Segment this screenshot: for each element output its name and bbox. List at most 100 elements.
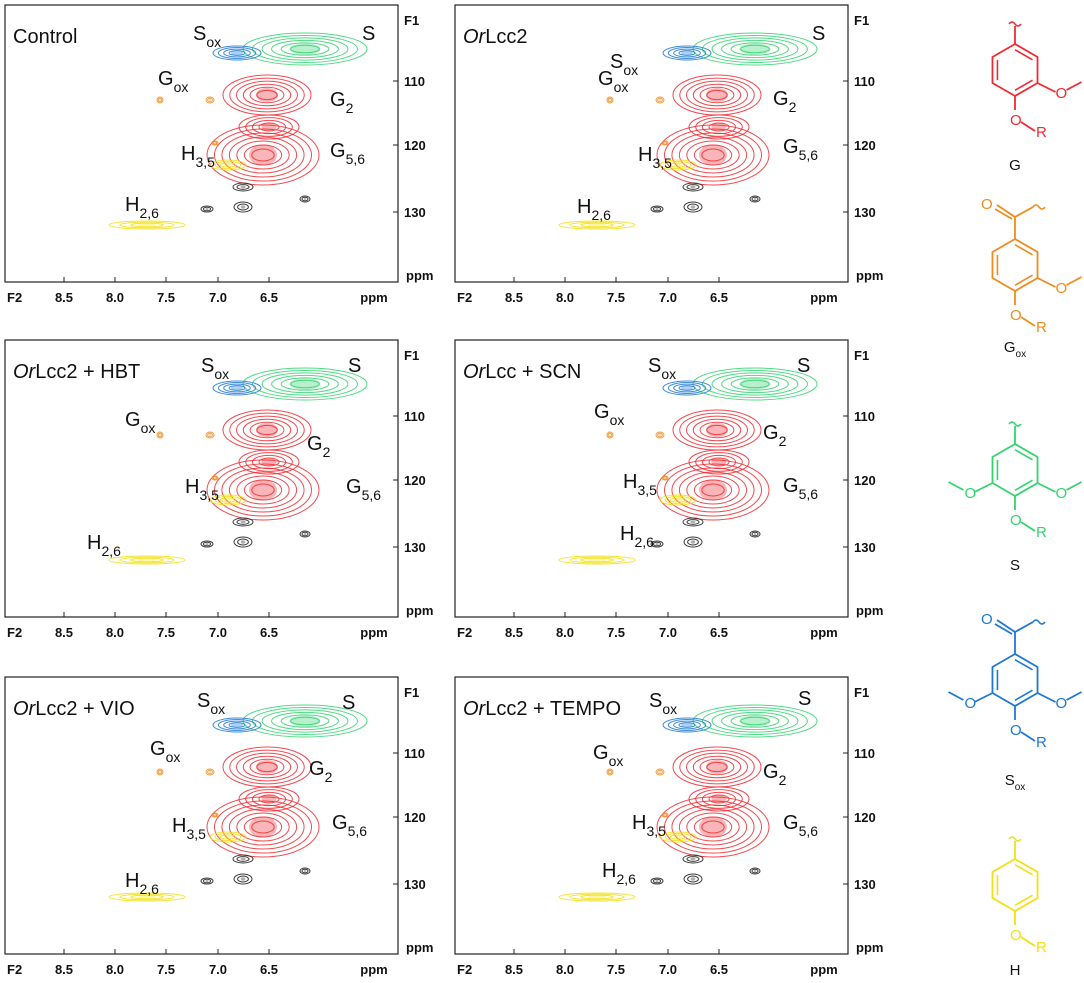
plot-frame xyxy=(4,339,399,618)
contour-H35 xyxy=(659,831,697,843)
wavy-bond xyxy=(1008,421,1022,427)
contour-H26 xyxy=(108,555,186,565)
plot-frame xyxy=(454,339,849,618)
y-tick-label: 110 xyxy=(854,746,875,761)
contour-Gox-2 xyxy=(205,768,215,776)
x-tick-label: 6.5 xyxy=(260,290,278,305)
nmr-panel-4: OrLcc + SCN S Sox Gox G2 G5,6 H3,5 H2,6 F2 8.5 8.0… xyxy=(454,339,883,640)
wavy-bond xyxy=(1032,204,1046,210)
y-tick-label: 110 xyxy=(854,74,875,89)
x-tick-label: 8.0 xyxy=(556,625,574,640)
x-tick-label: 8.0 xyxy=(106,290,124,305)
y-axis: F1 110 120 130 ppm xyxy=(393,13,433,283)
x-tick-label: 7.0 xyxy=(659,290,677,305)
contour-Gox-1 xyxy=(156,431,164,439)
x-tick-label: 7.0 xyxy=(659,625,677,640)
x-tick-label: 7.5 xyxy=(157,962,175,977)
y-unit-label: ppm xyxy=(406,603,433,618)
contour-H35 xyxy=(659,494,697,506)
x-tick-label: 8.0 xyxy=(106,625,124,640)
y-axis: F1 110 120 130 ppm xyxy=(843,13,883,283)
peak-label-g2: G2 xyxy=(773,88,797,115)
x-tick-label: 6.5 xyxy=(260,625,278,640)
x-tick-label: 6.5 xyxy=(710,962,728,977)
methoxy-oxygen: O xyxy=(1056,85,1068,102)
peak-label-g56: G5,6 xyxy=(783,812,818,839)
x-axis: F2 8.5 8.0 7.5 7.0 6.5 ppm xyxy=(457,612,838,640)
x-tick-label: 8.5 xyxy=(505,962,523,977)
peak-label-gox: Gox xyxy=(593,742,623,769)
x-tick-label: 7.5 xyxy=(607,625,625,640)
contour-G-mid xyxy=(688,786,750,812)
contour-H35 xyxy=(209,831,247,843)
f1-label: F1 xyxy=(404,13,419,28)
x-axis: F2 8.5 8.0 7.5 7.0 6.5 ppm xyxy=(457,277,838,305)
x-unit-label: ppm xyxy=(360,290,387,305)
r-group: R xyxy=(1036,124,1047,141)
f1-label: F1 xyxy=(854,348,869,363)
peak-label-g56: G5,6 xyxy=(346,476,381,503)
contour-layer xyxy=(108,32,368,230)
peak-label-g56: G5,6 xyxy=(783,136,818,163)
methoxy-oxygen: O xyxy=(1056,695,1068,712)
panel-title: OrLcc2 xyxy=(463,26,527,48)
peak-label-g56: G5,6 xyxy=(783,475,818,502)
contour-layer xyxy=(108,367,368,565)
contour-S xyxy=(692,704,818,738)
x-unit-label: ppm xyxy=(360,962,387,977)
r-group: R xyxy=(1036,524,1047,541)
contour-G-mid xyxy=(238,449,300,475)
contour-H35 xyxy=(209,159,247,171)
nmr-panel-3: OrLcc2 + HBT S Sox Gox G2 G5,6 H3,5 H2,6 F2 8.5 8.… xyxy=(4,339,433,640)
contour-Sox xyxy=(662,380,712,396)
x-unit-label: ppm xyxy=(810,625,837,640)
methoxy-oxygen: O xyxy=(964,485,976,502)
y-tick-label: 120 xyxy=(404,473,426,488)
carbonyl-oxygen: O xyxy=(981,611,993,628)
panel-title: Control xyxy=(13,26,77,48)
contour-H26 xyxy=(108,892,186,902)
contour-other-1 xyxy=(232,854,254,864)
peak-label-h35: H3,5 xyxy=(172,815,206,842)
contour-other-4 xyxy=(749,530,761,538)
contour-S xyxy=(242,704,368,738)
contour-H26 xyxy=(558,892,636,902)
ether-oxygen: O xyxy=(1010,112,1022,129)
y-tick-label: 120 xyxy=(404,138,426,153)
contour-other-4 xyxy=(299,530,311,538)
x-tick-label: 7.0 xyxy=(209,962,227,977)
contour-other-4 xyxy=(749,867,761,875)
peak-label-h35: H3,5 xyxy=(185,476,219,503)
contour-G56 xyxy=(206,796,320,858)
plot-frame xyxy=(454,4,849,283)
contour-G56 xyxy=(656,124,770,186)
y-unit-label: ppm xyxy=(856,940,883,955)
r-group: R xyxy=(1036,734,1047,751)
contour-H26 xyxy=(558,220,636,230)
y-unit-label: ppm xyxy=(406,268,433,283)
methoxy-oxygen: O xyxy=(1056,485,1068,502)
x-tick-label: 7.0 xyxy=(209,625,227,640)
panel-title: OrLcc2 + HBT xyxy=(13,361,140,383)
structure-label: G xyxy=(1009,157,1021,174)
x-unit-label: ppm xyxy=(810,962,837,977)
x-axis: F2 8.5 8.0 7.5 7.0 6.5 ppm xyxy=(7,949,388,977)
peak-label-s: S xyxy=(798,688,811,710)
contour-S xyxy=(692,367,818,401)
x-tick-label: 8.0 xyxy=(556,962,574,977)
contour-layer xyxy=(558,32,818,230)
contour-Gox-3 xyxy=(661,812,669,818)
x-tick-label: 6.5 xyxy=(260,962,278,977)
wavy-bond xyxy=(1008,836,1022,842)
peak-label-gox: Gox xyxy=(150,738,180,765)
contour-Gox-1 xyxy=(156,768,164,776)
y-axis: F1 110 120 130 ppm xyxy=(843,348,883,618)
ether-oxygen: O xyxy=(1010,722,1022,739)
peak-label-h35: H3,5 xyxy=(638,144,672,171)
peak-label-g2: G2 xyxy=(307,433,331,460)
structure-label: Gox xyxy=(1004,339,1026,360)
x-tick-label: 8.5 xyxy=(55,962,73,977)
peak-label-sox: Sox xyxy=(201,355,229,382)
